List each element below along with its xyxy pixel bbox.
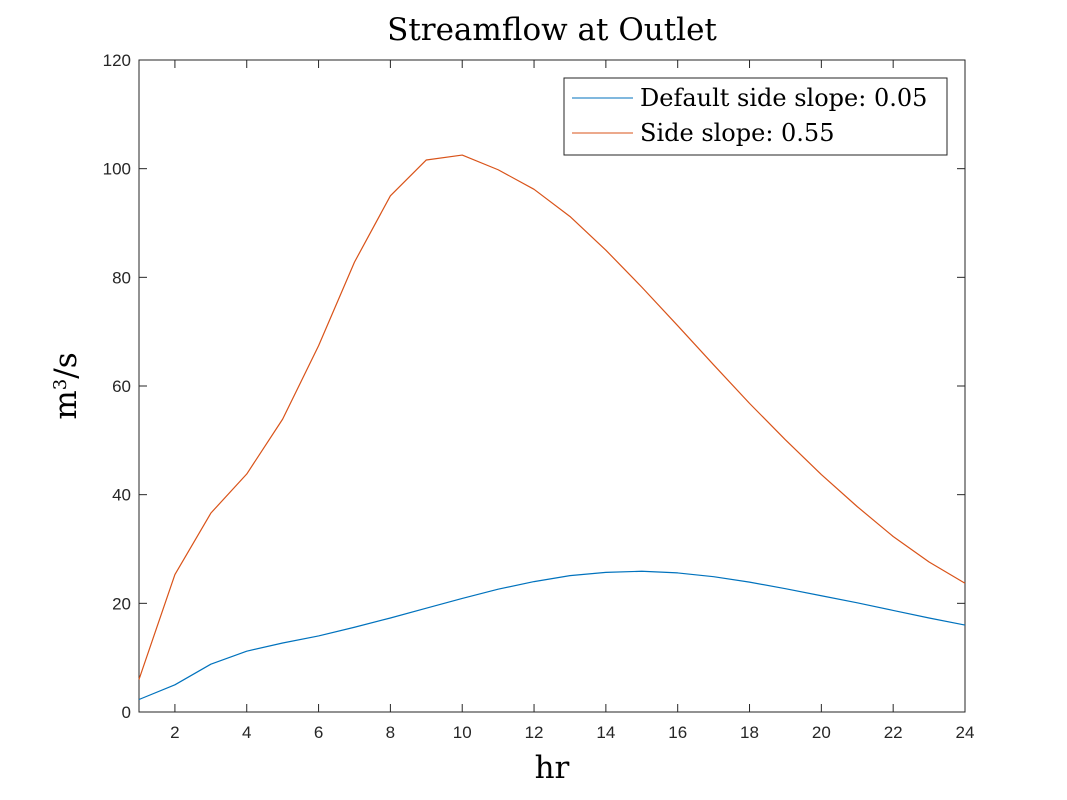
series-line-1 — [138, 154, 966, 680]
y-tick-label: 60 — [112, 377, 131, 396]
legend-label-default: Default side slope: 0.05 — [640, 84, 927, 112]
x-tick-label: 14 — [596, 723, 615, 742]
y-tick-label: 0 — [122, 703, 131, 722]
y-tick-label: 40 — [112, 486, 131, 505]
tick-marks — [139, 59, 966, 713]
x-tick-label: 4 — [242, 723, 251, 742]
y-axis-title: m3/s — [48, 352, 84, 419]
x-tick-label: 20 — [812, 723, 831, 742]
x-tick-label: 10 — [453, 723, 472, 742]
x-tick-label: 12 — [525, 723, 544, 742]
x-tick-label: 8 — [386, 723, 395, 742]
x-tick-label: 24 — [956, 723, 975, 742]
legend: Default side slope: 0.05 Side slope: 0.5… — [563, 77, 948, 156]
chart-title: Streamflow at Outlet — [387, 12, 717, 48]
x-tick-label: 6 — [314, 723, 323, 742]
series-line-0 — [138, 570, 966, 701]
y-tick-label: 120 — [103, 51, 131, 70]
y-tick-label: 20 — [112, 594, 131, 613]
x-tick-label: 18 — [740, 723, 759, 742]
series-lines — [138, 154, 966, 701]
x-tick-label: 2 — [170, 723, 179, 742]
y-tick-label: 100 — [103, 160, 131, 179]
x-tick-label: 22 — [884, 723, 903, 742]
legend-box — [563, 77, 948, 156]
x-tick-label: 16 — [668, 723, 687, 742]
plot-area — [138, 59, 966, 713]
y-tick-label: 80 — [112, 268, 131, 287]
x-axis-title: hr — [535, 750, 570, 786]
legend-label-side-slope: Side slope: 0.55 — [640, 119, 834, 147]
